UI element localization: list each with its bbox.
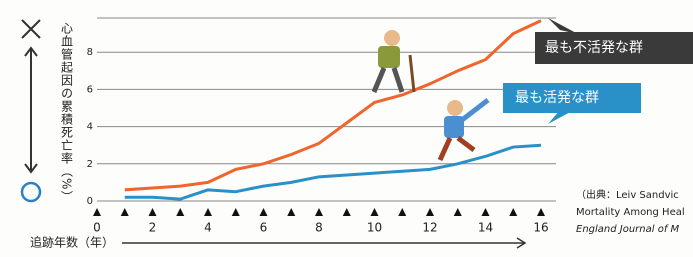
series-label: 最も活発な群	[515, 90, 599, 106]
source-line: England Journal of M	[576, 224, 680, 235]
y-tick-label: 4	[87, 122, 93, 133]
x-tick-label: 14	[478, 221, 493, 235]
x-tick-label: 10	[367, 221, 382, 235]
x-tick-label: 4	[204, 221, 212, 235]
y-tick-label: 2	[87, 159, 93, 170]
x-tick-label: 2	[149, 221, 157, 235]
source-line: Mortality Among Heal	[576, 207, 685, 218]
x-tick-label: 6	[260, 221, 268, 235]
source-line: （出典：Leiv Sandvic	[576, 188, 679, 201]
chart: 心血管起因の累積死亡率（%） 追跡年数（年） 0 2 4 6 8 0 2 4 6 8 10 12 14 1…	[0, 0, 693, 257]
y-tick-label: 0	[87, 196, 93, 207]
x-tick-label: 8	[315, 221, 323, 235]
y-tick-label: 6	[87, 84, 93, 95]
x-tick-label: 0	[93, 221, 101, 235]
y-tick-label: 8	[87, 47, 93, 58]
y-axis-label: 心血管起因の累積死亡率（%）	[60, 22, 74, 204]
x-tick-label: 16	[533, 221, 548, 235]
x-tick-label: 12	[422, 221, 437, 235]
series-label: 最も不活発な群	[545, 40, 643, 56]
x-axis-label: 追跡年数（年）	[30, 235, 114, 250]
